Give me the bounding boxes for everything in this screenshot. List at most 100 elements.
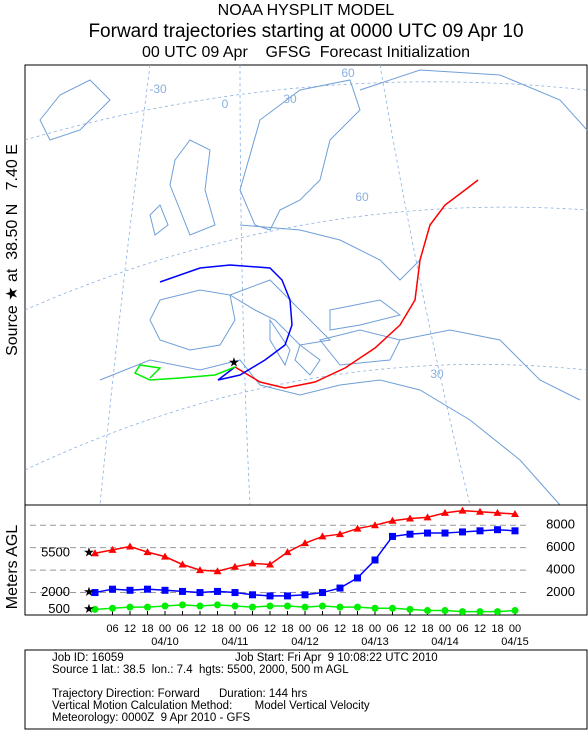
marker (424, 529, 431, 537)
start-star: ★ (83, 545, 95, 560)
marker (354, 603, 361, 611)
date-label: 04/14 (431, 636, 459, 648)
marker (283, 548, 292, 556)
marker (476, 507, 484, 515)
footer-line: Source 1 lat.: 38.5 lon.: 7.4 hgts: 5500… (52, 664, 349, 676)
x-tick-label: 06 (316, 623, 328, 635)
marker (318, 532, 327, 540)
marker (178, 560, 187, 568)
date-label: 04/12 (291, 636, 319, 648)
marker (179, 587, 186, 595)
marker (161, 552, 169, 560)
x-tick-label: 12 (404, 623, 416, 635)
title: NOAA HYSPLIT MODEL (218, 2, 395, 19)
source-label: Source ★ at 38.50 N 7.40 E (4, 144, 21, 356)
y-tick-label: 8000 (546, 517, 575, 532)
x-tick-label: 18 (491, 623, 503, 635)
marker (336, 584, 344, 592)
marker (161, 602, 169, 610)
map-frame (24, 64, 588, 506)
x-tick-label: 00 (509, 623, 521, 635)
x-tick-label: 12 (194, 623, 206, 635)
marker (109, 585, 116, 593)
marker (143, 548, 152, 556)
x-tick-label: 12 (334, 623, 346, 635)
marker (511, 607, 519, 615)
marker (459, 528, 466, 536)
marker (161, 586, 169, 594)
start-star: ★ (83, 584, 95, 599)
marker (423, 513, 432, 521)
marker (389, 532, 396, 540)
x-tick-label: 18 (351, 623, 363, 635)
x-tick-label: 06 (176, 623, 188, 635)
coastlines (39, 69, 588, 506)
marker (424, 607, 431, 615)
marker (406, 530, 414, 538)
date-label: 04/10 (151, 636, 179, 648)
marker (476, 527, 484, 535)
y-tick-label: 6000 (546, 539, 575, 554)
graticule (24, 64, 588, 506)
date-label: 04/15 (501, 636, 529, 648)
marker (441, 529, 449, 537)
grid-label: -30 (149, 82, 167, 96)
grid-label: 60 (341, 66, 355, 80)
x-tick-label: 06 (246, 623, 258, 635)
marker (248, 559, 257, 567)
source-star: ★ (228, 354, 240, 369)
marker (301, 539, 309, 547)
marker (91, 589, 99, 597)
marker (144, 585, 151, 593)
marker (371, 556, 379, 564)
subtitle2: 00 UTC 09 Apr GFSG Forecast Initializati… (142, 44, 470, 61)
marker (371, 604, 379, 612)
marker (91, 549, 99, 557)
marker (493, 508, 502, 516)
marker (476, 608, 484, 616)
x-tick-label: 00 (229, 623, 241, 635)
footer-line: Meteorology: 0000Z 9 Apr 2010 - GFS (52, 712, 250, 724)
footer-frame (24, 649, 588, 730)
start-label: 5500 (41, 545, 70, 560)
marker (179, 601, 186, 609)
marker (406, 514, 414, 522)
marker (301, 591, 309, 599)
grid-label: 60 (355, 190, 369, 204)
date-label: 04/13 (361, 636, 389, 648)
x-tick-label: 00 (369, 623, 381, 635)
marker (266, 560, 274, 568)
marker (494, 526, 501, 534)
marker (108, 545, 117, 553)
marker (231, 562, 239, 570)
marker (196, 566, 204, 574)
x-tick-label: 12 (474, 623, 486, 635)
height-frame (24, 504, 588, 616)
x-tick-label: 00 (299, 623, 311, 635)
marker (494, 608, 501, 616)
marker (353, 524, 362, 532)
marker (406, 605, 414, 613)
x-tick-label: 00 (439, 623, 451, 635)
x-tick-label: 18 (421, 623, 433, 635)
x-tick-label: 18 (141, 623, 153, 635)
x-tick-label: 06 (386, 623, 398, 635)
y-label: Meters AGL (4, 525, 21, 610)
marker (249, 603, 256, 611)
start-star: ★ (83, 601, 95, 616)
marker (319, 602, 326, 610)
footer-line: Vertical Motion Calculation Method: Mode… (52, 700, 370, 712)
marker (126, 603, 134, 611)
marker (319, 589, 326, 597)
marker (371, 521, 379, 529)
x-tick-label: 18 (211, 623, 223, 635)
marker (214, 601, 221, 609)
start-label: 500 (48, 601, 70, 616)
marker (354, 574, 361, 582)
marker (196, 589, 204, 597)
date-label: 04/11 (222, 636, 249, 648)
x-tick-label: 12 (264, 623, 276, 635)
marker (441, 607, 449, 615)
map: ★ -30 0 30 60 60 30 (24, 64, 588, 506)
